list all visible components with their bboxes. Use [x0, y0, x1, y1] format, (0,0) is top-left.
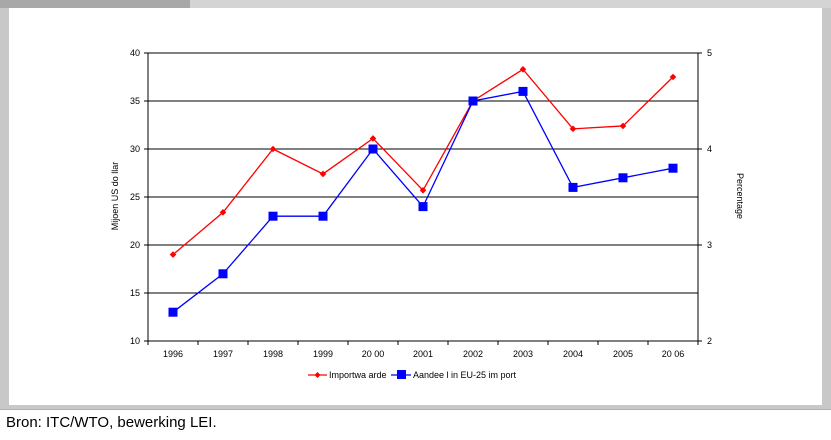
data-point-importwaarde [219, 209, 227, 216]
data-point-importwaarde [269, 145, 277, 153]
data-point-aandeel-in-eu-25-import [318, 211, 328, 221]
legend-importwaarde-marker [314, 372, 321, 378]
tick-labels: 10 15 20 25 30 35 40 2 3 4 5 1996 1997 1998 1999 20 00 2… [130, 48, 712, 359]
data-point-aandeel-in-eu-25-import [518, 86, 528, 96]
y2-axis-label: Percentage [735, 173, 745, 219]
series-line-importwaarde [172, 68, 674, 256]
x-tick-label: 20 00 [362, 349, 385, 359]
x-tick-label: 1997 [213, 349, 233, 359]
figure-header-tab [0, 0, 190, 8]
data-point-aandeel-in-eu-25-import [218, 269, 228, 279]
data-point-importwaarde [519, 66, 527, 73]
data-point-aandeel-in-eu-25-import [618, 173, 628, 183]
figure-header-bar [0, 0, 831, 8]
data-point-aandeel-in-eu-25-import [668, 163, 678, 173]
data-point-importwaarde [169, 251, 177, 258]
y-tick-label: 35 [130, 96, 140, 106]
x-tick-label: 2004 [563, 349, 583, 359]
data-point-importwaarde [569, 125, 577, 133]
grid-lines [148, 52, 698, 294]
y2-tick-label: 3 [707, 240, 712, 250]
data-point-aandeel-in-eu-25-import [468, 96, 478, 106]
x-tick-label: 2001 [413, 349, 433, 359]
y2-tick-label: 2 [707, 336, 712, 346]
data-point-importwaarde [669, 73, 677, 81]
series [168, 66, 678, 317]
y2-tick-label: 5 [707, 48, 712, 58]
x-tick-label: 20 06 [662, 349, 685, 359]
x-tick-label: 2002 [463, 349, 483, 359]
data-point-aandeel-in-eu-25-import [368, 144, 378, 154]
source-note: Bron: ITC/WTO, bewerking LEI. [6, 414, 217, 431]
legend: Importwa arde Aandee l in EU-25 im port [308, 370, 517, 380]
legend-aandeel-label: Aandee l in EU-25 im port [413, 370, 517, 380]
x-tick-label: 1999 [313, 349, 333, 359]
data-point-importwaarde [619, 122, 627, 130]
data-point-aandeel-in-eu-25-import [268, 211, 278, 221]
chart-area: 10 15 20 25 30 35 40 2 3 4 5 1996 1997 1998 1999 20 00 2… [9, 8, 822, 405]
frame-divider [0, 409, 831, 410]
axes [144, 52, 702, 345]
y-tick-label: 10 [130, 336, 140, 346]
y-tick-label: 40 [130, 48, 140, 58]
y-tick-label: 20 [130, 240, 140, 250]
data-point-importwaarde [369, 135, 377, 142]
legend-importwaarde-label: Importwa arde [329, 370, 387, 380]
data-point-aandeel-in-eu-25-import [568, 182, 578, 192]
line-chart: 10 15 20 25 30 35 40 2 3 4 5 1996 1997 1998 1999 20 00 2… [110, 48, 745, 380]
x-tick-label: 1996 [163, 349, 183, 359]
x-tick-label: 1998 [263, 349, 283, 359]
y-tick-label: 25 [130, 192, 140, 202]
y2-tick-label: 4 [707, 144, 712, 154]
legend-aandeel-marker [397, 370, 406, 379]
series-line-aandeel-in-eu-25-import [172, 90, 674, 313]
data-point-aandeel-in-eu-25-import [168, 307, 178, 317]
y-tick-label: 15 [130, 288, 140, 298]
data-point-aandeel-in-eu-25-import [418, 202, 428, 212]
y-tick-label: 30 [130, 144, 140, 154]
x-tick-label: 2003 [513, 349, 533, 359]
data-point-importwaarde [419, 186, 427, 194]
data-point-importwaarde [319, 170, 327, 178]
x-tick-label: 2005 [613, 349, 633, 359]
y-axis-label: Mijoen US do llar [110, 162, 120, 231]
